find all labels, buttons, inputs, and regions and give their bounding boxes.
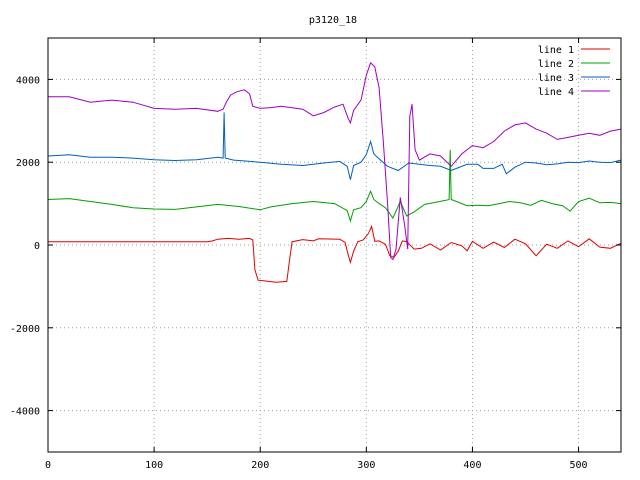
y-axis: -4000 -2000 0 2000 4000 — [10, 75, 621, 418]
y-tick-label: -4000 — [10, 407, 40, 418]
x-axis: 0 100 200 300 400 500 — [45, 38, 588, 471]
y-tick-label: 2000 — [16, 158, 40, 169]
x-tick-label: 0 — [45, 460, 51, 471]
series-line-line-3 — [47, 112, 622, 180]
y-tick-label: 4000 — [16, 75, 40, 86]
legend-label: line 3 — [538, 73, 574, 84]
y-tick-label: -2000 — [10, 324, 40, 335]
series-line-line-1 — [48, 224, 622, 283]
series-group — [47, 61, 622, 283]
x-tick-label: 300 — [357, 460, 375, 471]
grid — [48, 38, 621, 452]
chart-title: p3120_18 — [309, 15, 357, 26]
y-tick-label: 0 — [34, 241, 40, 252]
x-tick-label: 100 — [145, 460, 163, 471]
legend: line 1 line 2 line 3 line 4 — [538, 45, 610, 98]
legend-label: line 4 — [538, 87, 574, 98]
legend-label: line 2 — [538, 59, 574, 70]
legend-label: line 1 — [538, 45, 574, 56]
x-tick-label: 200 — [251, 460, 269, 471]
series-line-line-4 — [48, 61, 622, 261]
x-tick-label: 500 — [570, 460, 588, 471]
x-tick-label: 400 — [463, 460, 481, 471]
